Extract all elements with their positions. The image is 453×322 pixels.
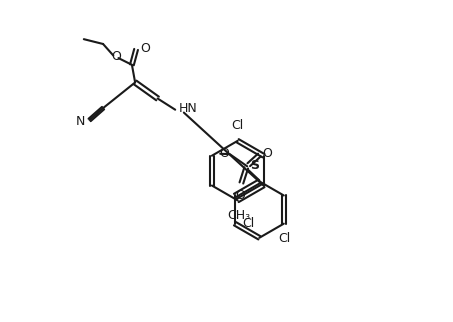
Text: Cl: Cl: [279, 232, 291, 245]
Text: HN: HN: [178, 102, 197, 115]
Text: O: O: [263, 147, 272, 160]
Text: Cl: Cl: [231, 119, 244, 132]
Text: CH₃: CH₃: [227, 209, 250, 223]
Text: O: O: [235, 189, 245, 202]
Text: Cl: Cl: [242, 217, 254, 230]
Text: S: S: [250, 159, 259, 172]
Text: N: N: [75, 115, 85, 128]
Text: O: O: [219, 147, 229, 160]
Text: O: O: [140, 42, 150, 55]
Text: O: O: [111, 50, 121, 63]
